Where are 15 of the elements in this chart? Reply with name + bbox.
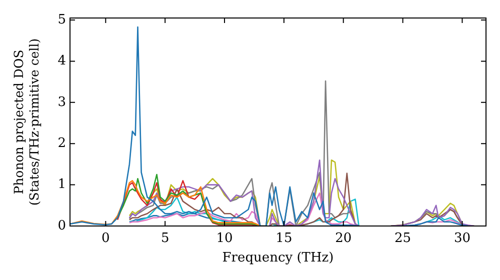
x-axis-title: Frequency (THz) [222, 250, 334, 266]
x-tick-label: 0 [102, 231, 110, 246]
x-tick-label: 20 [335, 231, 352, 246]
y-tick-label: 3 [58, 94, 66, 110]
x-tick-label: 30 [454, 231, 470, 246]
y-tick-label: 4 [58, 54, 66, 69]
x-tick-label: 5 [160, 231, 170, 246]
x-tick-label: 10 [216, 231, 233, 246]
x-tick-label: 15 [276, 231, 292, 246]
y-tick-label: 1 [58, 177, 66, 192]
x-tick-label: 25 [394, 231, 412, 246]
y-tick-label: 0 [58, 218, 66, 234]
y-tick-label: 5 [58, 12, 66, 28]
y-tick-label: 2 [58, 136, 66, 151]
y-axis-title: Phonon projected DOS (States/THz·primitive cell) [11, 38, 42, 206]
